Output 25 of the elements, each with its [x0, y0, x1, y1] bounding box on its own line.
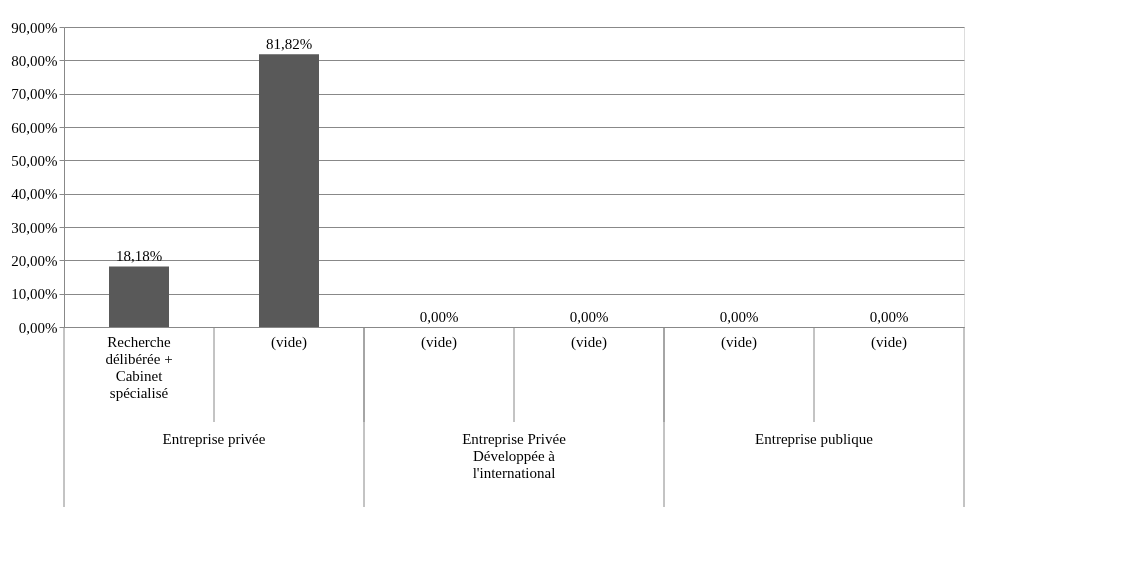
data-label: 0,00%: [869, 309, 909, 325]
x-tick-label: (vide): [271, 334, 307, 351]
data-label: 0,00%: [569, 309, 609, 325]
y-tick-label: 70,00%: [11, 86, 58, 103]
data-label: 81,82%: [265, 36, 313, 53]
x-tick-label: (vide): [571, 334, 607, 351]
text: Entreprise publique: [755, 431, 874, 447]
x-tick-label: Recherche délibérée + Cabinet spécialisé: [105, 334, 173, 401]
y-tick-label: 50,00%: [11, 152, 58, 169]
x-tick-label: (vide): [871, 334, 907, 351]
y-tick-label: 80,00%: [11, 52, 58, 69]
data-label: 0,00%: [719, 309, 759, 325]
y-tick-label: 90,00%: [11, 19, 58, 36]
text: Entreprise Privée Développée à l'international: [462, 431, 567, 481]
y-tick-label: 40,00%: [11, 186, 58, 203]
y-tick-label: 0,00%: [18, 319, 58, 336]
y-tick-label: 60,00%: [11, 119, 58, 136]
y-tick-label: 10,00%: [11, 286, 58, 303]
x-tick-label: (vide): [421, 334, 457, 351]
x-tick-label: (vide): [721, 334, 757, 351]
y-tick-label: 30,00%: [11, 219, 58, 236]
data-label: 0,00%: [419, 309, 459, 325]
y-tick-label: 20,00%: [11, 252, 58, 269]
text: Entreprise privée: [162, 431, 266, 447]
data-label: 18,18%: [115, 248, 163, 265]
